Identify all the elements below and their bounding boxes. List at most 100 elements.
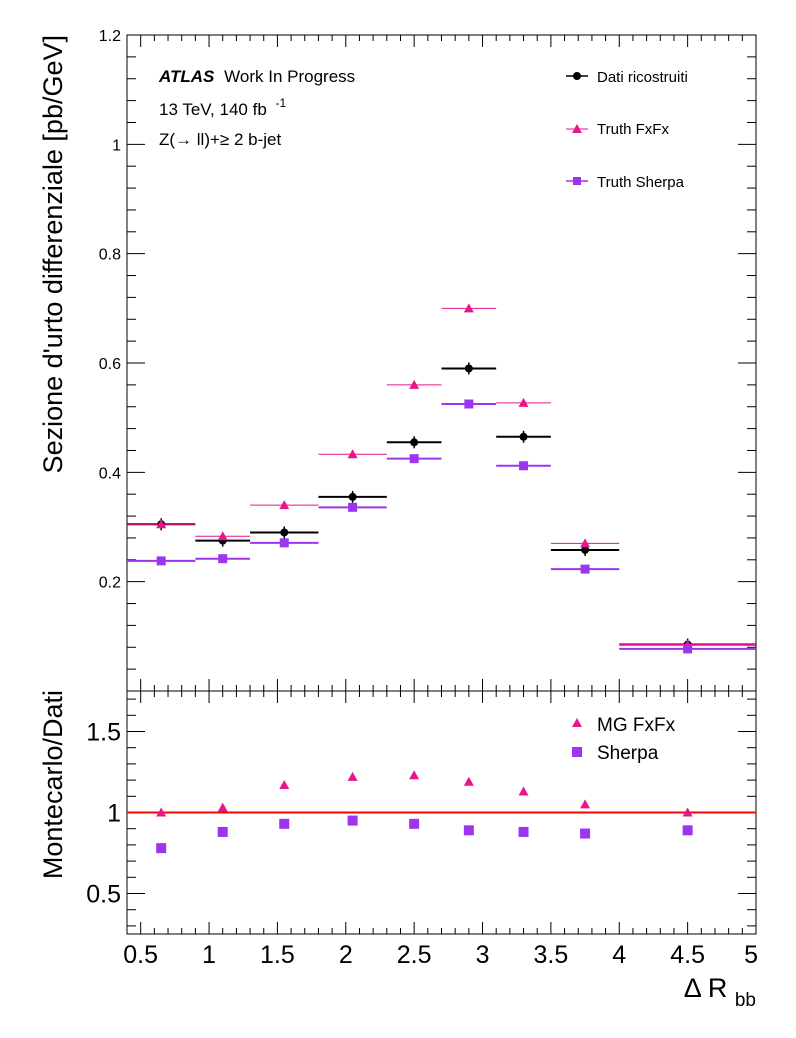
- x-tick-label: 0.5: [123, 941, 158, 969]
- fxfx-point: [518, 397, 529, 407]
- ratio-sherpa-point: [409, 818, 420, 829]
- top-y-tick-labels: 0.2 0.4 0.6 0.8 1 1.2: [99, 28, 121, 592]
- sherpa-point: [519, 461, 529, 471]
- x-tick-label: 5: [744, 941, 758, 969]
- fxfx-point: [347, 449, 358, 459]
- svg-text:13 TeV, 140 fb -1: 13 TeV, 140 fb -1: [159, 96, 287, 119]
- x-tick-label: 4: [612, 941, 626, 969]
- bottom-y-tick-labels: 0.5 1 1.5: [86, 719, 121, 909]
- ratio-sherpa-point: [279, 818, 290, 829]
- top-ticks: [127, 34, 757, 691]
- legend-marker-square: [573, 177, 581, 185]
- legend-marker-square: [572, 747, 582, 757]
- lumi-exponent: -1: [276, 96, 287, 110]
- sherpa-point: [464, 399, 474, 409]
- ratio-series-sherpa: [156, 815, 693, 854]
- ratio-sherpa-point: [682, 825, 693, 836]
- atlas-label: ATLAS: [158, 67, 215, 86]
- x-tick-label: 2.5: [397, 941, 432, 969]
- ratio-fxfx-point: [217, 802, 228, 812]
- ratio-fxfx-point: [518, 786, 529, 796]
- top-y-tick-label: 1: [112, 137, 121, 154]
- ratio-fxfx-point: [347, 771, 358, 781]
- ratio-sherpa-point: [580, 828, 591, 839]
- legend-marker-circle: [573, 72, 581, 80]
- ratio-fxfx-point: [580, 799, 591, 809]
- legend-entry-fxfx: Truth FxFx: [566, 121, 669, 138]
- legend-marker-triangle: [572, 718, 582, 727]
- legend-entry-mg-fxfx: MG FxFx: [572, 715, 676, 736]
- fxfx-point: [156, 519, 167, 529]
- sherpa-point: [683, 644, 693, 654]
- x-tick-label: 2: [339, 941, 353, 969]
- sherpa-point: [348, 502, 358, 512]
- ratio-sherpa-point: [347, 815, 358, 826]
- top-panel: 0.2 0.4 0.6 0.8 1 1.2 Sezione d'urto differen…: [38, 28, 757, 692]
- x-tick-label: 3: [476, 941, 490, 969]
- bottom-y-tick-label: 1: [107, 800, 121, 828]
- data-point: [280, 528, 289, 537]
- top-y-tick-label: 0.8: [99, 247, 121, 264]
- x-tick-label: 1.5: [260, 941, 295, 969]
- bottom-ticks: [127, 691, 757, 934]
- data-point: [348, 492, 357, 501]
- legend-label-fxfx: Truth FxFx: [597, 121, 669, 138]
- fxfx-point: [279, 500, 290, 510]
- fxfx-point: [409, 379, 420, 389]
- legend-label-data: Dati ricostruiti: [597, 69, 688, 86]
- x-axis-title-main: Δ R: [684, 973, 728, 1003]
- legend-entry-sherpa: Truth Sherpa: [566, 174, 685, 191]
- x-tick-label: 1: [202, 941, 216, 969]
- atlas-status: Work In Progress: [224, 67, 355, 86]
- sherpa-point: [156, 556, 166, 566]
- legend-label-sherpa-ratio: Sherpa: [597, 743, 659, 764]
- fxfx-point: [463, 303, 474, 313]
- ratio-sherpa-point: [463, 825, 474, 836]
- top-y-tick-label: 0.4: [99, 465, 121, 482]
- ratio-fxfx-point: [409, 770, 420, 780]
- bottom-y-tick-label: 0.5: [86, 881, 121, 909]
- ratio-series-mg-fxfx: [156, 770, 693, 817]
- ratio-sherpa-point: [217, 826, 228, 837]
- bottom-data-marks: [156, 770, 693, 854]
- legend-entry-data: Dati ricostruiti: [566, 69, 688, 86]
- fxfx-point: [580, 538, 591, 548]
- ratio-fxfx-point: [682, 807, 693, 817]
- sherpa-point: [218, 554, 228, 564]
- process-text: Z(→ ll)+≥ 2 b-jet: [159, 130, 281, 149]
- top-y-tick-label: 0.2: [99, 575, 121, 592]
- atlas-annotation: ATLAS Work In Progress 13 TeV, 140 fb -1…: [158, 67, 355, 149]
- x-axis-title: Δ R bb: [684, 973, 756, 1011]
- ratio-fxfx-point: [156, 807, 167, 817]
- data-point: [581, 545, 590, 554]
- bottom-y-axis-title: Montecarlo/Dati: [38, 690, 68, 879]
- energy-lumi-text: 13 TeV, 140 fb: [159, 100, 267, 119]
- ratio-fxfx-point: [279, 779, 290, 789]
- bottom-panel: 0.5 1 1.5 0.5 1 1.5 2 2.5 3 3.5 4 4.5 5 Montecarlo/…: [38, 690, 758, 1011]
- svg-text:ATLAS Work In Progress: ATLAS Work In Progress: [158, 67, 355, 86]
- ratio-sherpa-point: [156, 843, 167, 854]
- legend-label-sherpa: Truth Sherpa: [597, 174, 685, 191]
- x-tick-label: 4.5: [670, 941, 705, 969]
- x-axis-title-subscript: bb: [735, 990, 756, 1011]
- top-legend: Dati ricostruiti Truth FxFx Truth Sherpa: [566, 69, 688, 191]
- ratio-fxfx-point: [463, 776, 474, 786]
- top-data-marks: [127, 303, 756, 654]
- sherpa-point: [409, 454, 419, 464]
- x-tick-label: 3.5: [534, 941, 569, 969]
- fxfx-point: [217, 531, 228, 541]
- legend-entry-sherpa-ratio: Sherpa: [572, 743, 659, 764]
- top-y-axis-title: Sezione d'urto differenziale [pb/GeV]: [38, 35, 68, 473]
- legend-marker-triangle: [572, 124, 582, 133]
- sherpa-point: [580, 564, 590, 574]
- series-truth-fxfx: [127, 303, 756, 649]
- sherpa-point: [279, 538, 289, 548]
- top-y-tick-label: 1.2: [99, 28, 121, 45]
- ratio-sherpa-point: [518, 826, 529, 837]
- top-y-tick-label: 0.6: [99, 356, 121, 373]
- bottom-legend: MG FxFx Sherpa: [572, 715, 676, 764]
- x-tick-labels: 0.5 1 1.5 2 2.5 3 3.5 4 4.5 5: [123, 941, 758, 969]
- bottom-y-tick-label: 1.5: [86, 719, 121, 747]
- legend-label-mg-fxfx: MG FxFx: [597, 715, 676, 736]
